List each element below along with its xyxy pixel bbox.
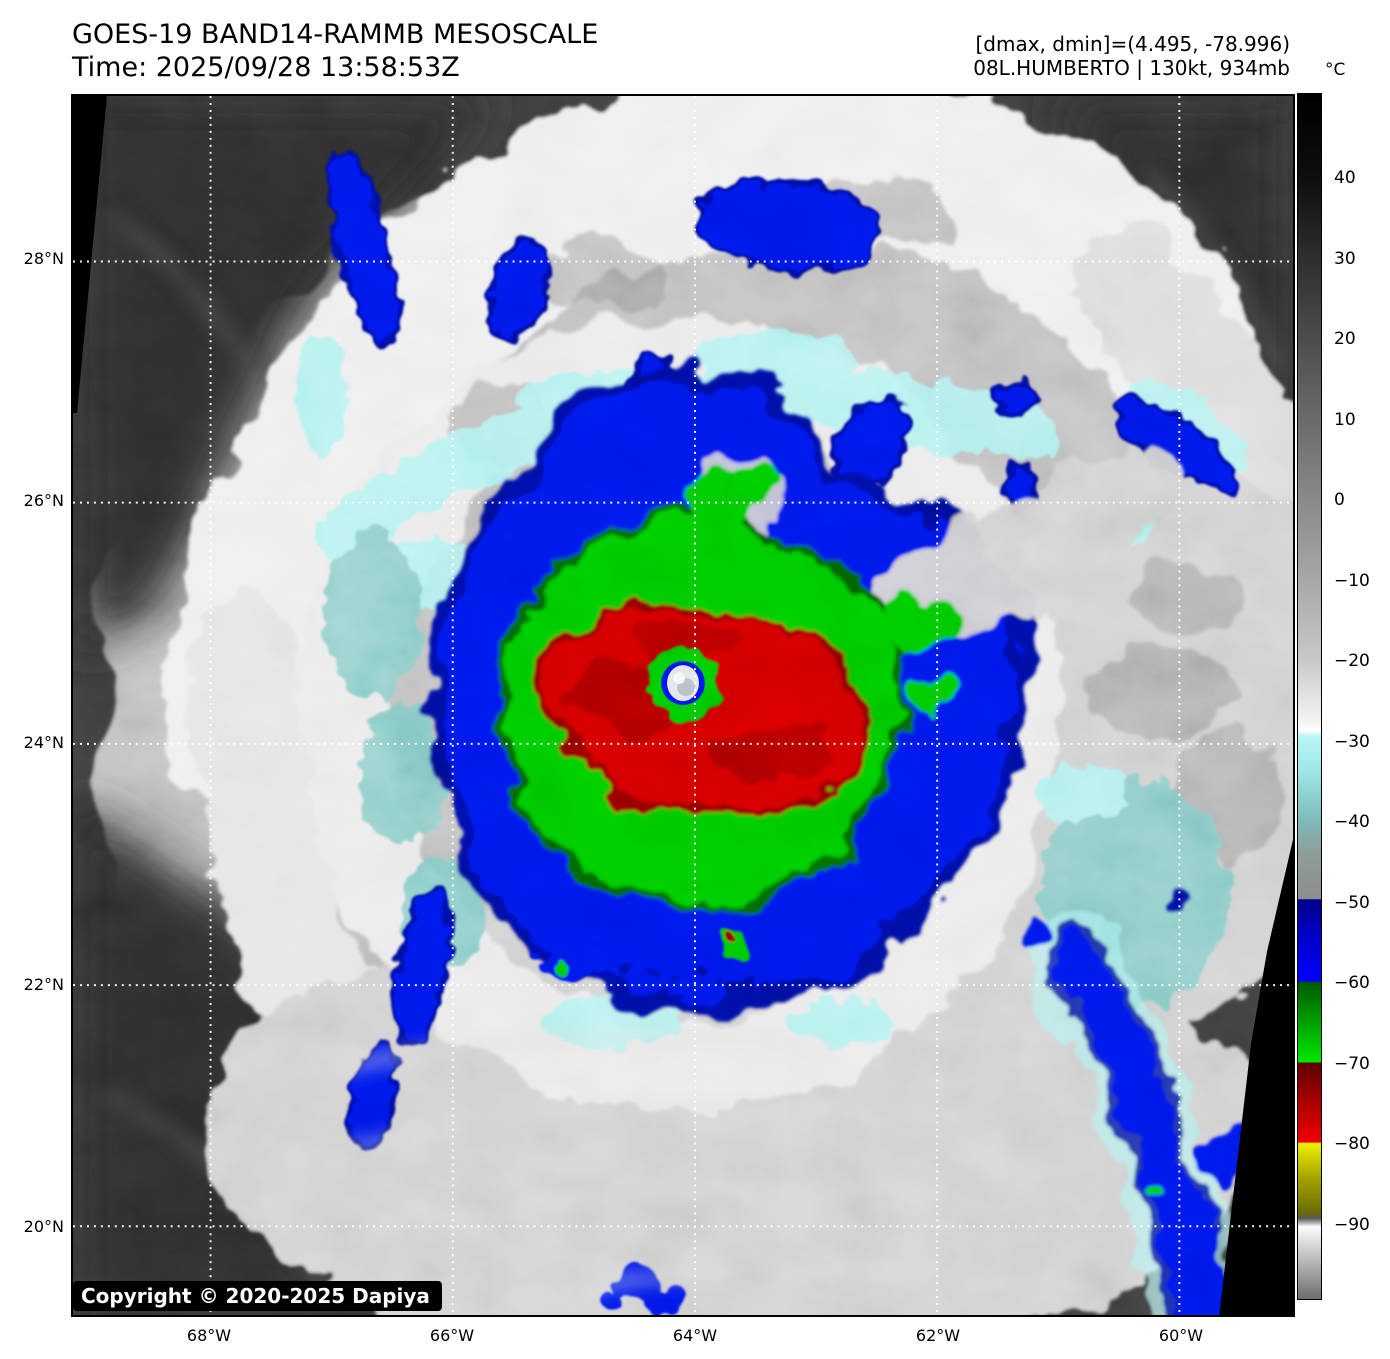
colorbar-gradient: [1298, 94, 1321, 1299]
temperature-colorbar: [1297, 93, 1322, 1300]
product-title: GOES-19 BAND14-RAMMB MESOSCALE: [72, 19, 599, 50]
lon-label-60°W: 60°W: [1158, 1326, 1204, 1345]
colorbar-tick--80: −80: [1334, 1134, 1370, 1154]
colorbar-tick--70: −70: [1334, 1053, 1370, 1074]
lat-label-28°N: 28°N: [23, 249, 64, 268]
colorbar-tick--40: −40: [1334, 812, 1370, 832]
lat-label-22°N: 22°N: [23, 975, 64, 994]
colorbar-tick-10: 10: [1334, 409, 1356, 430]
colorbar-unit-label: °C: [1325, 60, 1346, 80]
colorbar-tick--30: −30: [1334, 731, 1370, 752]
graticule: [73, 96, 1293, 1315]
colorbar-tick-0: 0: [1334, 490, 1345, 510]
colorbar-tick-20: 20: [1334, 329, 1356, 349]
satellite-map: Copyright © 2020-2025 Dapiya: [71, 94, 1295, 1317]
colorbar-tick--50: −50: [1334, 892, 1370, 913]
dmax-dmin-readout: [dmax, dmin]=(4.495, -78.996): [975, 32, 1290, 56]
storm-name-intensity: 08L.HUMBERTO | 130kt, 934mb: [973, 56, 1290, 80]
storm-info-block: [dmax, dmin]=(4.495, -78.996) 08L.HUMBER…: [973, 32, 1290, 80]
satellite-image: [73, 96, 1293, 1315]
header: GOES-19 BAND14-RAMMB MESOSCALE Time: 202…: [72, 18, 598, 84]
colorbar-tick--60: −60: [1334, 973, 1370, 993]
colorbar-tick--90: −90: [1334, 1214, 1370, 1235]
no-data-wedge-topleft: [73, 96, 107, 413]
lon-label-64°W: 64°W: [672, 1326, 718, 1345]
colorbar-tick-30: 30: [1334, 248, 1356, 269]
colorbar-tick--10: −10: [1334, 570, 1370, 591]
copyright-badge: Copyright © 2020-2025 Dapiya: [73, 1281, 442, 1311]
no-data-wedge-bottomright: [1219, 839, 1293, 1315]
timestamp: Time: 2025/09/28 13:58:53Z: [72, 52, 460, 83]
lon-label-62°W: 62°W: [915, 1326, 961, 1345]
lat-label-26°N: 26°N: [23, 491, 64, 510]
cloud-texture-overlay: [73, 96, 1293, 1315]
colorbar-tick--20: −20: [1334, 651, 1370, 671]
lon-label-66°W: 66°W: [429, 1326, 475, 1345]
lat-label-20°N: 20°N: [23, 1217, 64, 1236]
lat-label-24°N: 24°N: [23, 733, 64, 752]
lon-label-68°W: 68°W: [186, 1326, 232, 1345]
colorbar-tick-40: 40: [1334, 168, 1356, 188]
